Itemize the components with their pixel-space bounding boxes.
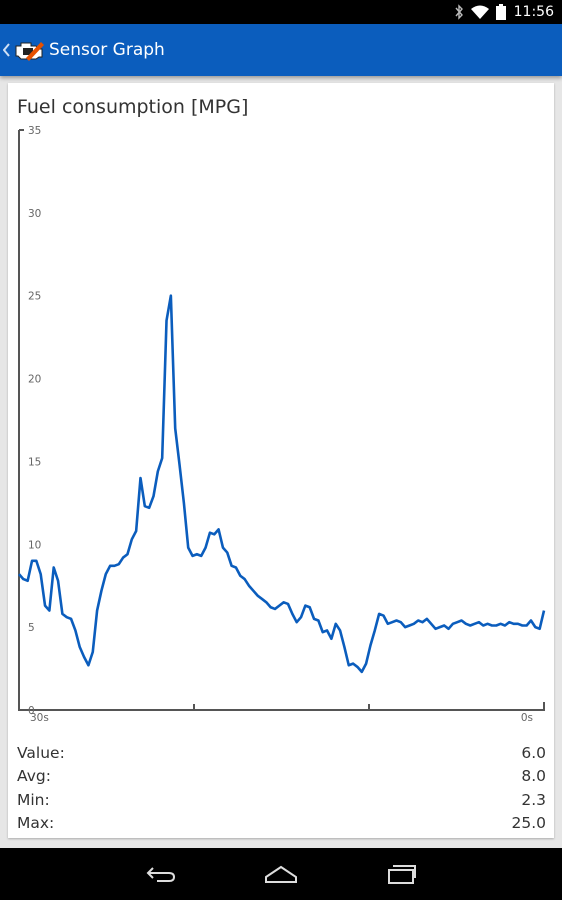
y-tick-label: 25: [28, 291, 41, 303]
stat-row-avg: Avg: 8.0: [17, 765, 546, 789]
nav-back-button[interactable]: [141, 858, 181, 890]
y-tick-label: 30: [28, 208, 41, 220]
stats-panel: Value: 6.0 Avg: 8.0 Min: 2.3 Max: 25.0: [17, 741, 546, 835]
nav-recent-apps-button[interactable]: [381, 858, 421, 890]
status-time: 11:56: [513, 4, 554, 20]
app-title: Sensor Graph: [49, 40, 165, 60]
y-tick-labels: 0 5 10 15 20 25 30 35: [28, 125, 41, 717]
home-icon: [265, 865, 297, 883]
graph-title: Fuel consumption [MPG]: [17, 96, 249, 118]
chevron-left-icon: [3, 43, 10, 57]
bluetooth-icon: [455, 4, 463, 20]
stat-label: Avg:: [17, 767, 51, 786]
nav-home-button[interactable]: [261, 858, 301, 890]
app-bar: Sensor Graph: [0, 24, 562, 76]
stat-value: 25.0: [511, 814, 546, 833]
stat-value: 6.0: [521, 743, 546, 762]
chart-axes: [18, 129, 545, 711]
stat-label: Max:: [17, 814, 55, 833]
navigation-bar: [0, 848, 562, 900]
y-tick-label: 10: [28, 539, 41, 551]
y-tick-label: 15: [28, 456, 41, 468]
series-line: [18, 294, 546, 674]
y-tick-label: 20: [28, 374, 41, 386]
x-tick-labels: 30s 0s: [30, 712, 533, 724]
back-icon: [146, 867, 176, 882]
fuel-consumption-chart: 0 5 10 15 20 25 30 35 30s 0s: [18, 125, 546, 724]
up-button[interactable]: [0, 24, 46, 76]
wifi-icon: [470, 5, 489, 19]
battery-icon: [495, 4, 506, 20]
x-tick-label: 0s: [521, 712, 533, 724]
stat-value: 8.0: [521, 767, 546, 786]
y-tick-label: 35: [28, 125, 41, 137]
y-tick-label: 0: [28, 705, 35, 717]
x-tick-label: 30s: [30, 712, 49, 724]
status-icons: 11:56: [454, 2, 554, 22]
stat-row-max: Max: 25.0: [17, 812, 546, 836]
recent-apps-icon: [388, 865, 416, 884]
stat-row-min: Min: 2.3: [17, 788, 546, 812]
stat-row-value: Value: 6.0: [17, 741, 546, 765]
y-tick-label: 5: [28, 622, 35, 634]
status-bar: 11:56: [0, 0, 562, 24]
stat-label: Min:: [17, 790, 50, 809]
graph-card: Fuel consumption [MPG] 0 5 10 15 20 25 30 35 30…: [8, 83, 554, 838]
stat-value: 2.3: [521, 790, 546, 809]
check-engine-icon: [15, 42, 44, 61]
stat-label: Value:: [17, 743, 65, 762]
